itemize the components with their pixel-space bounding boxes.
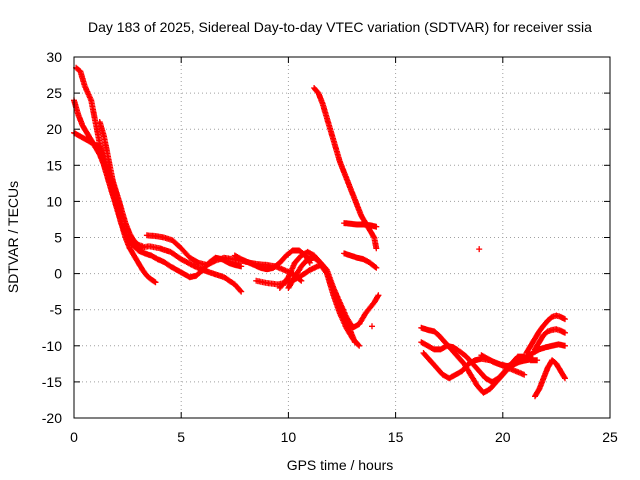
data-point-markers (510, 341, 568, 367)
series-arc-20 (523, 312, 568, 356)
series-arc-19 (510, 341, 568, 367)
series-arc-4 (96, 119, 125, 212)
y-tick-label: 30 (46, 49, 62, 65)
y-tick-label: 20 (46, 121, 62, 137)
series-arc-22 (532, 357, 568, 400)
series-arc-8 (253, 261, 363, 349)
data-point-markers (311, 85, 380, 252)
y-tick-label: 5 (54, 230, 62, 246)
data-point-markers (523, 312, 568, 356)
data-point-markers (341, 220, 380, 230)
data-point-markers (96, 119, 125, 212)
series-arc-10 (285, 254, 358, 346)
data-point-markers (285, 254, 358, 346)
y-tick-label: -5 (50, 302, 63, 318)
x-tick-label: 15 (388, 429, 404, 445)
y-tick-label: -15 (42, 374, 62, 390)
series-arc-12 (341, 220, 380, 230)
data-point-markers (369, 323, 375, 330)
series-arc-13 (341, 250, 380, 271)
y-tick-label: -20 (42, 410, 62, 426)
y-axis-label: SDTVAR / TECUs (5, 181, 21, 293)
data-point-markers (476, 246, 483, 253)
x-tick-label: 5 (177, 429, 185, 445)
data-point-markers (532, 357, 568, 400)
series-arc-21 (532, 326, 568, 353)
axis-ticks: 0 5 10 15 20 25 -20 -15 -10 -5 0 5 10 15 20 25 30 (42, 49, 618, 445)
series-arc-14 (369, 323, 375, 330)
series-arc-23 (476, 246, 483, 253)
y-tick-label: -10 (42, 338, 62, 354)
series-arc-6 (135, 243, 245, 295)
data-marks (71, 64, 568, 400)
data-point-markers (532, 326, 568, 353)
data-point-markers (253, 261, 363, 349)
chart-title: Day 183 of 2025, Sidereal Day-to-day VTE… (88, 19, 592, 35)
y-tick-label: 25 (46, 85, 62, 101)
series-arc-11 (311, 85, 380, 252)
y-tick-label: 0 (54, 266, 62, 282)
x-tick-label: 0 (70, 429, 78, 445)
y-tick-label: 10 (46, 193, 62, 209)
data-point-markers (135, 243, 245, 295)
x-tick-label: 20 (495, 429, 511, 445)
x-tick-label: 10 (281, 429, 297, 445)
data-point-markers (341, 250, 380, 271)
y-tick-label: 15 (46, 157, 62, 173)
x-tick-label: 25 (602, 429, 618, 445)
x-axis-label: GPS time / hours (287, 457, 394, 473)
